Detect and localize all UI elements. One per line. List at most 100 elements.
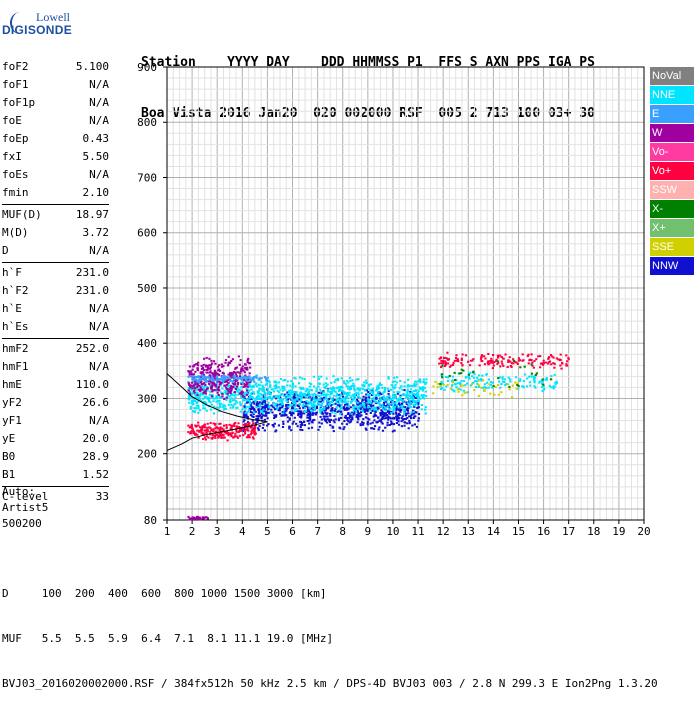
- echo-point-nnw: [345, 417, 348, 419]
- echo-point-nne: [252, 385, 255, 388]
- echo-point-vo-: [205, 435, 209, 438]
- echo-point-e: [187, 375, 190, 378]
- echo-point-nnw: [415, 425, 419, 428]
- echo-point-w: [246, 385, 250, 388]
- echo-point-nnw: [243, 419, 246, 422]
- echo-point-w: [221, 395, 224, 398]
- echo-point-nnw: [383, 412, 386, 415]
- echo-point-vo-: [481, 360, 484, 363]
- echo-point-nnw: [361, 399, 364, 402]
- echo-point-nne: [345, 405, 348, 408]
- echo-point-nnw: [323, 417, 326, 420]
- echo-point-w: [245, 385, 248, 388]
- echo-point-nne: [409, 394, 412, 397]
- echo-point-nne: [343, 400, 346, 403]
- echo-point-nne: [308, 402, 311, 405]
- param-row: D N/A: [2, 242, 109, 260]
- y-tick-label: 800: [137, 116, 157, 129]
- echo-point-w: [207, 382, 211, 385]
- echo-point-w: [220, 382, 223, 385]
- echo-point-w: [217, 368, 221, 371]
- echo-point-nnw: [383, 414, 386, 417]
- echo-point-nne: [469, 371, 472, 374]
- echo-point-vo-: [438, 362, 441, 365]
- echo-point-nne: [303, 402, 306, 405]
- echo-point-w: [194, 382, 197, 385]
- echo-point-nne: [310, 400, 313, 403]
- echo-point-nne: [197, 406, 200, 409]
- echo-point-vo-: [548, 356, 551, 359]
- param-value: 0.43: [82, 132, 110, 145]
- echo-point-nne: [339, 395, 342, 398]
- echo-point-w: [218, 364, 221, 367]
- echo-point-nnw: [249, 425, 252, 428]
- echo-point-w: [189, 384, 192, 387]
- echo-point-nnw: [399, 406, 402, 409]
- echo-point-vo-: [526, 355, 529, 358]
- echo-point-nne: [240, 397, 244, 399]
- echo-point-nne: [369, 391, 372, 394]
- echo-point-w: [204, 390, 207, 393]
- echo-point-nne: [471, 382, 474, 385]
- echo-point-e: [220, 378, 223, 381]
- echo-point-vo-: [443, 365, 447, 367]
- echo-point-nnw: [243, 413, 246, 416]
- echo-point-nne: [329, 387, 332, 390]
- echo-point-nne: [500, 383, 503, 385]
- echo-point-nne: [303, 393, 307, 395]
- echo-point-nne: [548, 384, 551, 387]
- echo-point-nne: [491, 381, 494, 384]
- param-row: hmF1 N/A: [2, 358, 109, 376]
- echo-point-vo-: [557, 358, 560, 361]
- echo-point-nnw: [322, 415, 325, 418]
- echo-point-nnw: [374, 414, 377, 416]
- echo-point-nnw: [301, 429, 304, 431]
- echo-point-nnw: [262, 410, 265, 413]
- echo-point-nnw: [358, 415, 362, 418]
- echo-point-vo-: [200, 426, 204, 429]
- echo-point-vo-: [469, 359, 472, 362]
- echo-point-nnw: [307, 427, 310, 430]
- echo-point-nnw: [296, 400, 299, 403]
- echo-point-nnw: [374, 410, 377, 413]
- echo-point-w: [187, 515, 190, 518]
- echo-point-nne: [501, 376, 504, 379]
- echo-point-nnw: [274, 415, 278, 418]
- echo-point-nne: [392, 408, 395, 411]
- echo-point-nne: [335, 387, 338, 389]
- echo-point-nne: [382, 397, 385, 400]
- echo-point-nne: [398, 387, 401, 390]
- echo-point-nnw: [364, 396, 367, 399]
- echo-point-nne: [227, 403, 230, 406]
- param-row: h`E N/A: [2, 300, 109, 318]
- echo-point-nnw: [417, 406, 420, 409]
- echo-point-nnw: [309, 416, 312, 419]
- echo-point-nnw: [292, 396, 295, 398]
- echo-point-nnw: [263, 406, 266, 409]
- echo-point-vo-: [251, 428, 254, 431]
- echo-point-nnw: [367, 391, 370, 393]
- echo-point-nnw: [265, 412, 268, 415]
- echo-point-nne: [388, 395, 391, 398]
- echo-point-w: [225, 396, 228, 399]
- echo-point-w: [205, 371, 208, 374]
- echo-point-nne: [290, 380, 293, 383]
- echo-point-nne: [207, 400, 210, 403]
- param-value: N/A: [89, 302, 109, 315]
- echo-point-nne: [539, 380, 542, 383]
- echo-point-nne: [530, 375, 533, 378]
- echo-point-nnw: [393, 417, 396, 420]
- echo-point-nne: [334, 378, 337, 381]
- echo-point-w: [228, 388, 231, 391]
- echo-point-nne: [379, 405, 382, 408]
- echo-point-e: [198, 378, 201, 381]
- echo-point-w: [192, 385, 195, 388]
- echo-point-nnw: [403, 421, 407, 424]
- echo-point-nnw: [365, 389, 368, 392]
- echo-point-nnw: [308, 422, 311, 425]
- echo-point-nnw: [251, 415, 254, 418]
- echo-point-w: [231, 382, 234, 385]
- echo-point-nne: [325, 385, 328, 388]
- param-row: MUF(D) 18.97: [2, 206, 109, 224]
- echo-point-nne: [238, 388, 241, 391]
